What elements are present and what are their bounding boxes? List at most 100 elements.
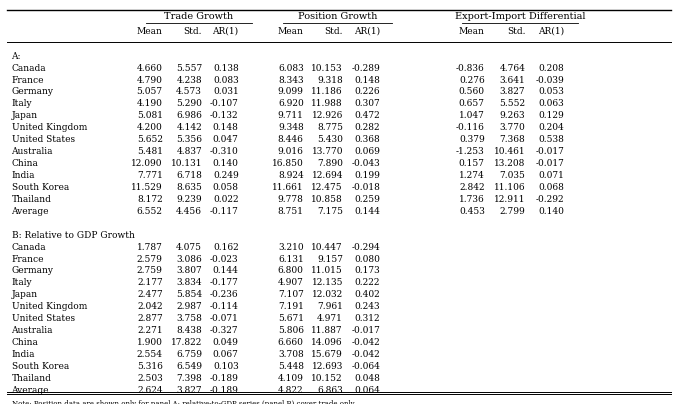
Text: India: India [12,350,35,359]
Text: 5.290: 5.290 [176,99,202,108]
Text: Mean: Mean [459,27,485,36]
Text: 6.131: 6.131 [278,255,304,263]
Text: Germany: Germany [12,267,54,276]
Text: Japan: Japan [12,290,38,299]
Text: 15.679: 15.679 [311,350,343,359]
Text: 5.557: 5.557 [176,63,202,73]
Text: -0.039: -0.039 [536,76,564,84]
Text: South Korea: South Korea [12,183,68,192]
Text: 0.243: 0.243 [355,302,380,311]
Text: 9.263: 9.263 [500,111,525,120]
Text: 11.106: 11.106 [494,183,525,192]
Text: 3.770: 3.770 [500,123,525,132]
Text: 4.200: 4.200 [137,123,163,132]
Text: 5.448: 5.448 [278,362,304,371]
Text: 9.099: 9.099 [278,88,304,97]
Text: Position Growth: Position Growth [298,12,378,21]
Text: 4.971: 4.971 [317,314,343,323]
Text: -0.042: -0.042 [352,350,380,359]
Text: 11.529: 11.529 [131,183,163,192]
Text: 0.538: 0.538 [538,135,564,144]
Text: 0.048: 0.048 [355,374,380,383]
Text: -0.289: -0.289 [352,63,380,73]
Text: -0.107: -0.107 [210,99,239,108]
Text: 3.834: 3.834 [176,278,202,287]
Text: 0.068: 0.068 [538,183,564,192]
Text: 0.058: 0.058 [213,183,239,192]
Text: 5.430: 5.430 [317,135,343,144]
Text: 1.047: 1.047 [459,111,485,120]
Text: 7.107: 7.107 [278,290,304,299]
Text: 10.152: 10.152 [311,374,343,383]
Text: 11.186: 11.186 [311,88,343,97]
Text: 7.175: 7.175 [317,206,343,216]
Text: 0.129: 0.129 [538,111,564,120]
Text: Australia: Australia [12,147,53,156]
Text: 0.282: 0.282 [355,123,380,132]
Text: -0.189: -0.189 [210,385,239,395]
Text: Australia: Australia [12,326,53,335]
Text: 2.877: 2.877 [137,314,163,323]
Text: -0.236: -0.236 [210,290,239,299]
Text: Germany: Germany [12,88,54,97]
Text: 6.800: 6.800 [278,267,304,276]
Text: -0.310: -0.310 [210,147,239,156]
Text: 7.771: 7.771 [137,171,163,180]
Text: 10.131: 10.131 [171,159,202,168]
Text: 2.477: 2.477 [137,290,163,299]
Text: 3.210: 3.210 [278,242,304,252]
Text: 16.850: 16.850 [272,159,304,168]
Text: 0.259: 0.259 [355,195,380,204]
Text: 0.071: 0.071 [538,171,564,180]
Text: 5.316: 5.316 [137,362,163,371]
Text: 6.660: 6.660 [278,338,304,347]
Text: 1.736: 1.736 [459,195,485,204]
Text: 12.911: 12.911 [494,195,525,204]
Text: 0.144: 0.144 [213,267,239,276]
Text: Thailand: Thailand [12,374,52,383]
Text: 12.475: 12.475 [311,183,343,192]
Text: 0.453: 0.453 [459,206,485,216]
Text: 0.140: 0.140 [213,159,239,168]
Text: 1.900: 1.900 [137,338,163,347]
Text: -0.132: -0.132 [210,111,239,120]
Text: Export-Import Differential: Export-Import Differential [455,12,585,21]
Text: 6.759: 6.759 [176,350,202,359]
Text: 0.103: 0.103 [213,362,239,371]
Text: South Korea: South Korea [12,362,68,371]
Text: -0.292: -0.292 [536,195,564,204]
Text: 4.456: 4.456 [176,206,202,216]
Text: 8.751: 8.751 [278,206,304,216]
Text: 10.858: 10.858 [311,195,343,204]
Text: 13.208: 13.208 [494,159,525,168]
Text: 4.109: 4.109 [278,374,304,383]
Text: 5.356: 5.356 [176,135,202,144]
Text: 0.031: 0.031 [213,88,239,97]
Text: 4.764: 4.764 [500,63,525,73]
Text: 7.961: 7.961 [317,302,343,311]
Text: 12.926: 12.926 [312,111,343,120]
Text: 10.447: 10.447 [311,242,343,252]
Text: -0.023: -0.023 [210,255,239,263]
Text: Mean: Mean [137,27,163,36]
Text: 0.022: 0.022 [213,195,239,204]
Text: 4.907: 4.907 [278,278,304,287]
Text: 6.920: 6.920 [278,99,304,108]
Text: 0.047: 0.047 [213,135,239,144]
Text: 14.096: 14.096 [311,338,343,347]
Text: 2.759: 2.759 [137,267,163,276]
Text: 0.148: 0.148 [213,123,239,132]
Text: 3.827: 3.827 [176,385,202,395]
Text: 6.552: 6.552 [137,206,163,216]
Text: United States: United States [12,314,75,323]
Text: 0.276: 0.276 [459,76,485,84]
Text: -0.116: -0.116 [456,123,485,132]
Text: 0.080: 0.080 [355,255,380,263]
Text: 2.177: 2.177 [137,278,163,287]
Text: Std.: Std. [325,27,343,36]
Text: Thailand: Thailand [12,195,52,204]
Text: 0.249: 0.249 [213,171,239,180]
Text: 6.549: 6.549 [176,362,202,371]
Text: -0.018: -0.018 [351,183,380,192]
Text: 4.190: 4.190 [137,99,163,108]
